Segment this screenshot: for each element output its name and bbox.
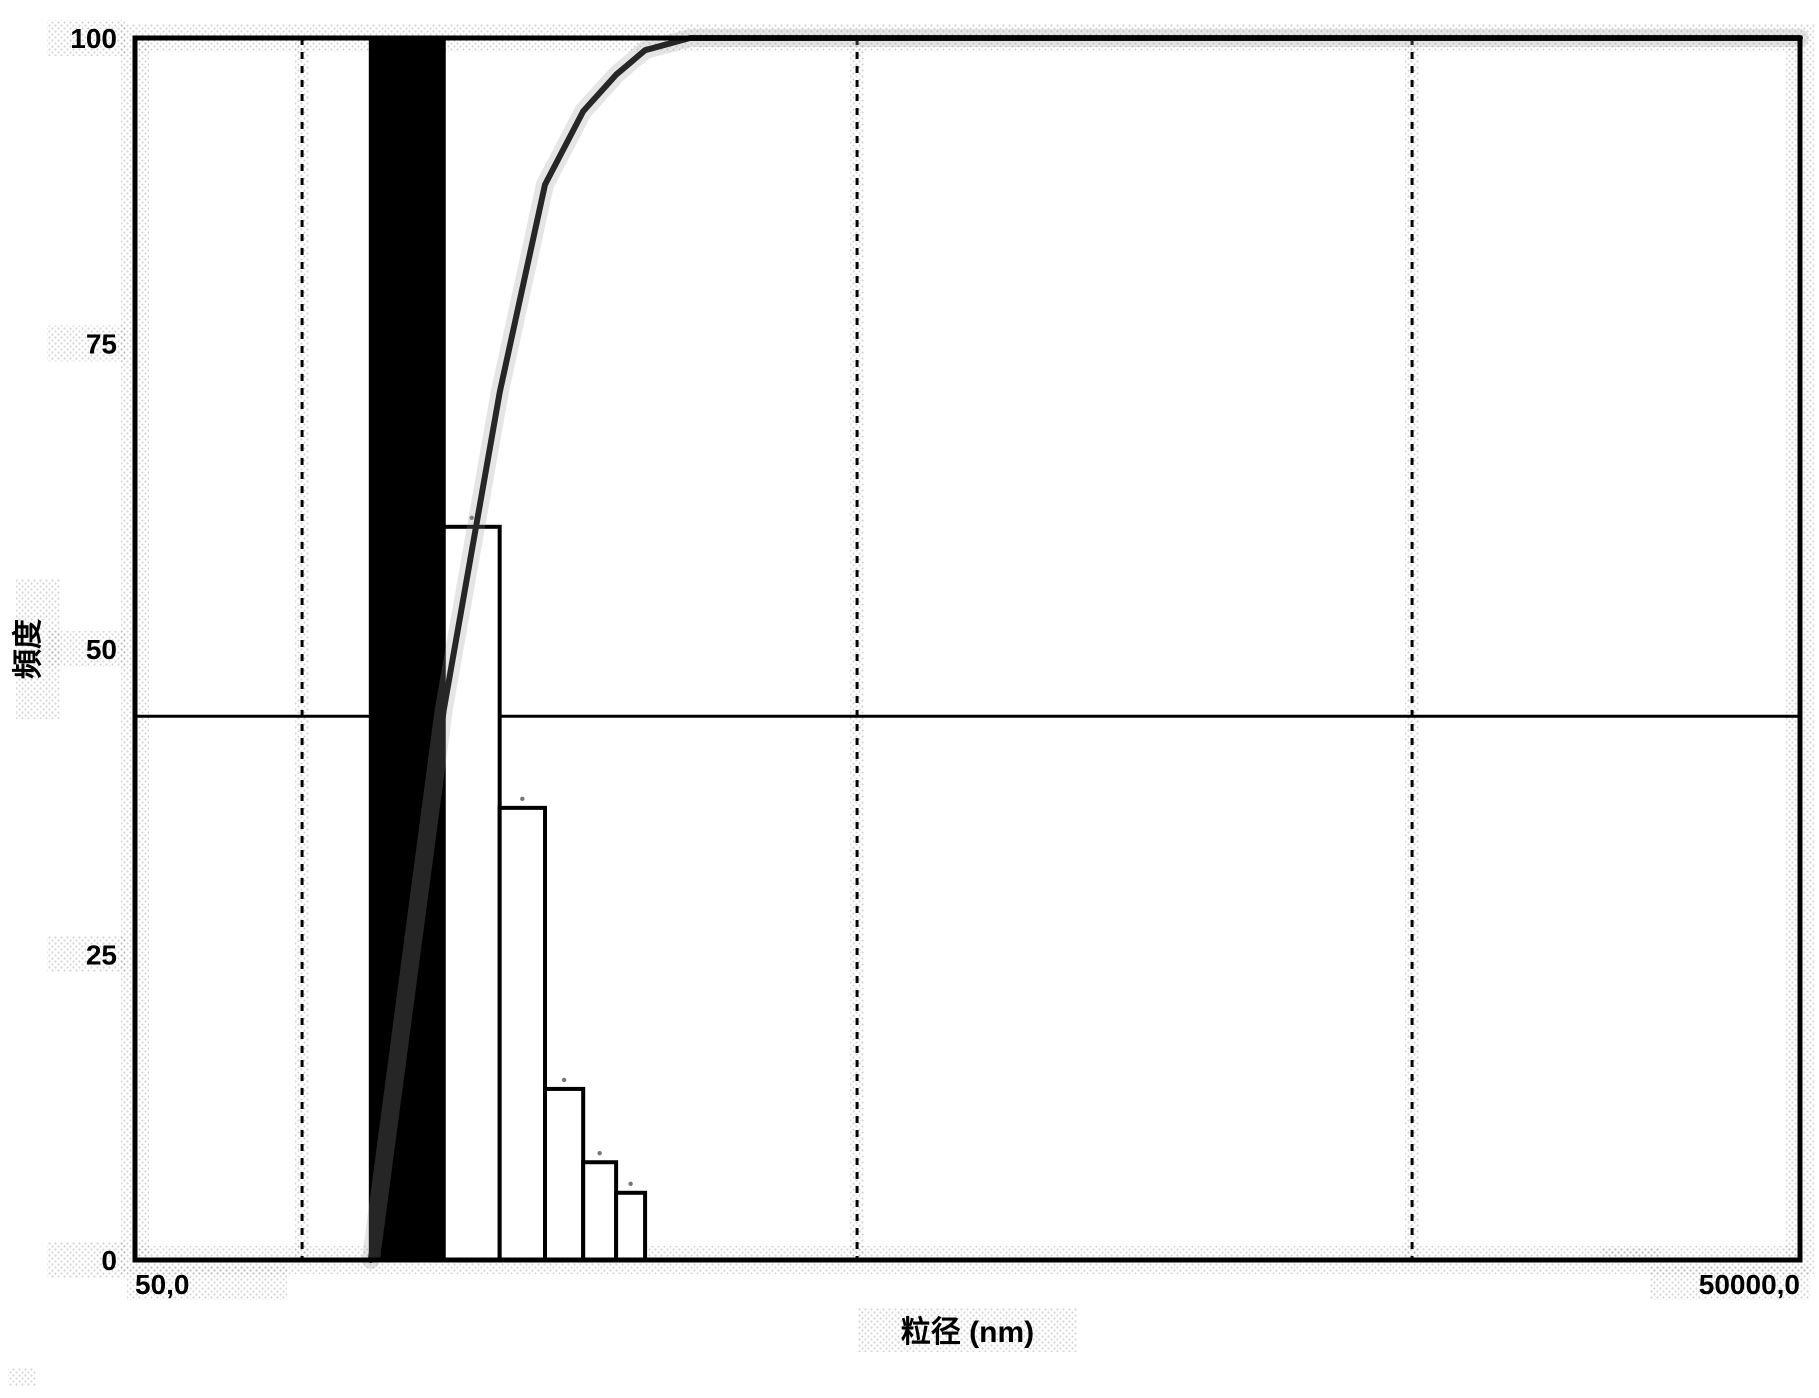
y-tick-label: 100 <box>70 23 117 54</box>
particle-size-distribution-chart: 0 25 50 75 100 50,0 50000,0 粒径 (nm) 頻度 <box>0 0 1819 1398</box>
chart-svg: 0 25 50 75 100 50,0 50000,0 粒径 (nm) 頻度 <box>0 0 1819 1398</box>
y-tick-label: 50 <box>86 634 117 665</box>
y-tick-label: 25 <box>86 940 117 971</box>
x-tick-label: 50,0 <box>135 1269 190 1300</box>
y-tick-label: 75 <box>86 329 117 360</box>
y-axis-title: 頻度 <box>12 619 45 679</box>
x-axis-title: 粒径 (nm) <box>901 1315 1034 1349</box>
y-tick-label: 0 <box>101 1245 117 1276</box>
x-tick-label: 50000,0 <box>1699 1269 1800 1300</box>
